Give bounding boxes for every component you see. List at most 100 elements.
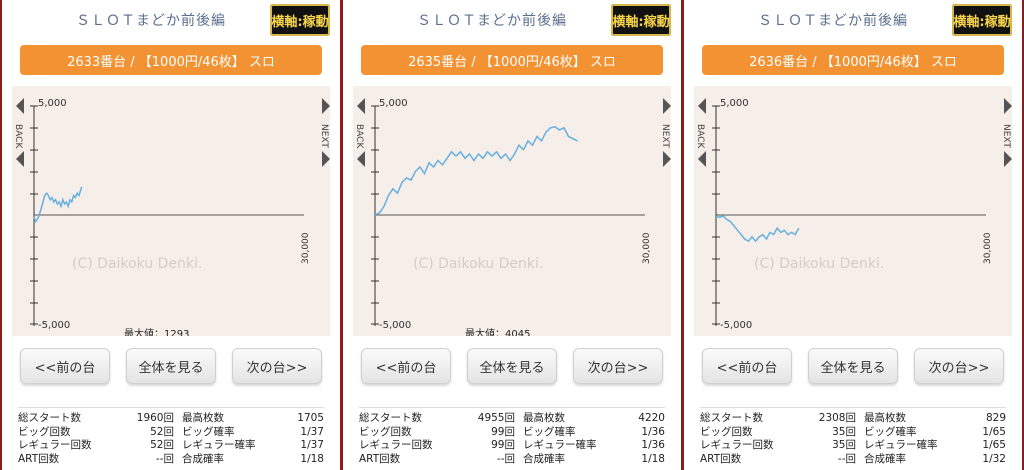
prev-machine-button[interactable]: <<前の台 — [20, 348, 110, 384]
stat-value: 1/32 — [982, 452, 1006, 465]
stat-label: ビッグ確率 — [182, 425, 235, 438]
machine-panel-2636: ＳＬＯＴまどか前後編 横軸:稼動 2636番台 / 【1000円/46枚】 スロ… — [682, 0, 1024, 470]
machine-label-bar[interactable]: 2635番台 / 【1000円/46枚】 スロ — [361, 45, 663, 75]
back-label[interactable]: BACK — [13, 124, 23, 149]
prev-machine-button[interactable]: <<前の台 — [702, 348, 792, 384]
back-arrow-icon[interactable] — [357, 151, 365, 167]
next-arrow-icon[interactable] — [663, 98, 671, 114]
stat-label: 合成確率 — [182, 452, 224, 465]
stats-row: ART回数 --回 合成確率 1/18 — [359, 453, 665, 467]
stats-table: 総スタート数 1960回 最高枚数 1705 ビッグ回数 52回 ビッグ確率 1/37 レギ… — [18, 407, 324, 466]
stat-value: --回 — [837, 452, 856, 465]
view-all-button[interactable]: 全体を見る — [126, 348, 216, 384]
stat-value: 1960回 — [136, 412, 174, 424]
next-machine-button[interactable]: 次の台>> — [232, 348, 322, 384]
stat-label: ビッグ回数 — [700, 425, 753, 438]
axis-toggle-button[interactable]: 横軸:稼動 — [611, 4, 671, 36]
stat-value: 829 — [985, 412, 1006, 424]
y-tick-top-label: 5,000 — [379, 98, 408, 109]
next-arrow-icon[interactable] — [1004, 98, 1012, 114]
y-tick-bottom-label: -5,000 — [38, 320, 70, 331]
y-tick-top-label: 5,000 — [720, 98, 749, 109]
stats-table: 総スタート数 4955回 最高枚数 4220 ビッグ回数 99回 ビッグ確率 1/36 レギ… — [359, 407, 665, 466]
stat-label: ビッグ確率 — [864, 425, 917, 438]
stats-row: 総スタート数 1960回 最高枚数 1705 — [18, 412, 324, 426]
stat-value: 4220 — [638, 412, 665, 424]
back-arrow-icon[interactable] — [698, 151, 706, 167]
axis-toggle-button[interactable]: 横軸:稼動 — [952, 4, 1012, 36]
next-label[interactable]: NEXT — [1001, 124, 1011, 148]
max-value-label: 最大値：1293 — [124, 327, 189, 336]
stat-value: 1/65 — [982, 425, 1006, 438]
prev-machine-button[interactable]: <<前の台 — [361, 348, 451, 384]
slump-line — [33, 186, 83, 224]
copyright-watermark: (C) Daikoku Denki. — [72, 256, 202, 272]
machine-label-bar[interactable]: 2633番台 / 【1000円/46枚】 スロ — [20, 45, 322, 75]
next-arrow-icon[interactable] — [322, 151, 330, 167]
stat-label: レギュラー確率 — [523, 439, 597, 451]
stat-label: 総スタート数 — [359, 412, 422, 424]
view-all-button[interactable]: 全体を見る — [467, 348, 557, 384]
back-arrow-icon[interactable] — [16, 151, 24, 167]
axis-toggle-button[interactable]: 横軸:稼動 — [270, 4, 330, 36]
machine-type-title: ＳＬＯＴまどか前後編 — [417, 13, 567, 29]
x-tick-right-label: 30,000 — [301, 232, 311, 264]
next-arrow-icon[interactable] — [663, 151, 671, 167]
stat-label: ART回数 — [700, 452, 742, 465]
next-label[interactable]: NEXT — [319, 124, 329, 148]
stats-row: ビッグ回数 99回 ビッグ確率 1/36 — [359, 426, 665, 440]
back-label[interactable]: BACK — [354, 124, 364, 149]
stat-value: 1/36 — [641, 439, 665, 451]
view-all-button[interactable]: 全体を見る — [808, 348, 898, 384]
machine-type-title: ＳＬＯＴまどか前後編 — [76, 13, 226, 29]
stat-value: 52回 — [150, 425, 174, 438]
stat-label: 合成確率 — [864, 452, 906, 465]
next-machine-button[interactable]: 次の台>> — [914, 348, 1004, 384]
next-arrow-icon[interactable] — [322, 98, 330, 114]
y-tick-bottom-label: -5,000 — [720, 320, 752, 331]
x-tick-right-label: 30,000 — [983, 232, 993, 264]
stat-label: 最高枚数 — [864, 412, 906, 424]
nav-button-row: <<前の台 全体を見る 次の台>> — [702, 348, 1004, 384]
stat-value: 1/18 — [641, 452, 665, 465]
back-arrow-icon[interactable] — [357, 98, 365, 114]
next-machine-button[interactable]: 次の台>> — [573, 348, 663, 384]
stat-value: 35回 — [832, 425, 856, 438]
nav-button-row: <<前の台 全体を見る 次の台>> — [361, 348, 663, 384]
next-label[interactable]: NEXT — [660, 124, 670, 148]
slump-graph-svg: 5,000 -5,000 30,000 (C) Daikoku Denki. 最… — [13, 98, 330, 336]
stat-label: 総スタート数 — [18, 412, 81, 424]
slump-line — [374, 125, 578, 216]
machine-label-bar[interactable]: 2636番台 / 【1000円/46枚】 スロ — [702, 45, 1004, 75]
machine-panel-2633: ＳＬＯＴまどか前後編 横軸:稼動 2633番台 / 【1000円/46枚】 スロ… — [0, 0, 342, 470]
slump-graph: 5,000 -5,000 30,000 (C) Daikoku Denki. 最… — [353, 86, 671, 336]
stat-label: ART回数 — [359, 452, 401, 465]
stat-label: レギュラー確率 — [864, 439, 938, 451]
machine-type-title: ＳＬＯＴまどか前後編 — [758, 13, 908, 29]
stats-row: 総スタート数 4955回 最高枚数 4220 — [359, 412, 665, 426]
back-label[interactable]: BACK — [695, 124, 705, 149]
stats-row: レギュラー回数 35回 レギュラー確率 1/65 — [700, 439, 1006, 453]
next-arrow-icon[interactable] — [1004, 151, 1012, 167]
stat-value: 1/37 — [300, 425, 324, 438]
x-tick-right-label: 30,000 — [642, 232, 652, 264]
y-tick-top-label: 5,000 — [38, 98, 67, 109]
stats-row: レギュラー回数 52回 レギュラー確率 1/37 — [18, 439, 324, 453]
stat-value: --回 — [155, 452, 174, 465]
stat-value: 52回 — [150, 439, 174, 451]
copyright-watermark: (C) Daikoku Denki. — [754, 256, 884, 272]
back-arrow-icon[interactable] — [16, 98, 24, 114]
max-value-label: 最大値：4045 — [465, 327, 530, 336]
y-tick-bottom-label: -5,000 — [379, 320, 411, 331]
stats-row: ART回数 --回 合成確率 1/18 — [18, 453, 324, 467]
back-arrow-icon[interactable] — [698, 98, 706, 114]
stat-label: 最高枚数 — [523, 412, 565, 424]
stats-row: ビッグ回数 35回 ビッグ確率 1/65 — [700, 426, 1006, 440]
stat-label: レギュラー回数 — [700, 439, 774, 451]
stat-label: 合成確率 — [523, 452, 565, 465]
copyright-watermark: (C) Daikoku Denki. — [413, 256, 543, 272]
stats-row: ビッグ回数 52回 ビッグ確率 1/37 — [18, 426, 324, 440]
stats-row: レギュラー回数 99回 レギュラー確率 1/36 — [359, 439, 665, 453]
stat-value: 1/37 — [300, 439, 324, 451]
